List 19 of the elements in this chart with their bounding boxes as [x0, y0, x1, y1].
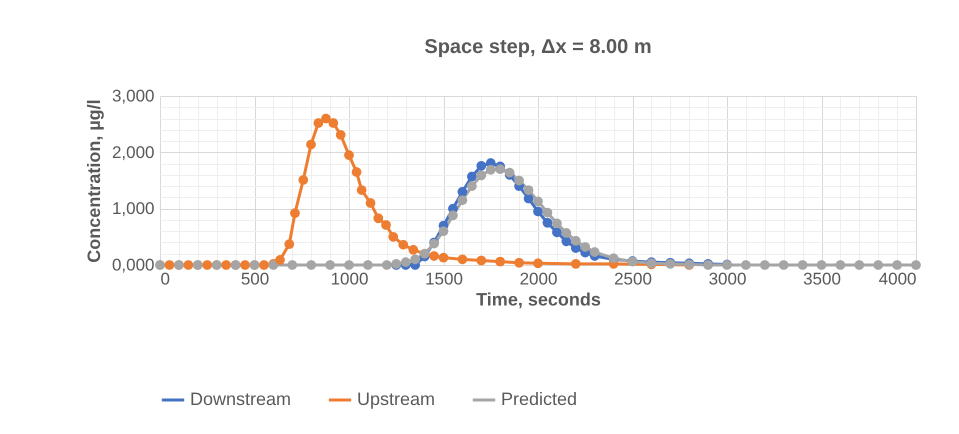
x-tick-label: 1000 [330, 270, 368, 288]
chart-title: Space step, Δx = 8.00 m [424, 36, 652, 58]
y-tick-label: 1,000 [112, 199, 154, 218]
y-tick-label: 3,000 [112, 86, 154, 106]
legend-label: Upstream [357, 389, 436, 409]
x-tick-label: 4000 [878, 270, 916, 288]
x-tick-label: 2500 [614, 270, 652, 288]
y-tick-label: 2,000 [112, 142, 154, 162]
x-tick-label: 0 [160, 270, 170, 288]
x-tick-label: 500 [240, 270, 270, 288]
x-tick-label: 2000 [520, 270, 558, 288]
legend-label: Downstream [190, 389, 292, 409]
x-tick-label: 3000 [708, 270, 746, 288]
x-tick-label: 1500 [425, 270, 463, 288]
x-tick-label: 3500 [803, 270, 841, 288]
legend-label: Predicted [501, 389, 578, 409]
x-axis-title: Time, seconds [476, 290, 601, 310]
y-axis-title: Concentration, µg/l [84, 99, 104, 263]
y-tick-label: 0,000 [112, 256, 154, 274]
